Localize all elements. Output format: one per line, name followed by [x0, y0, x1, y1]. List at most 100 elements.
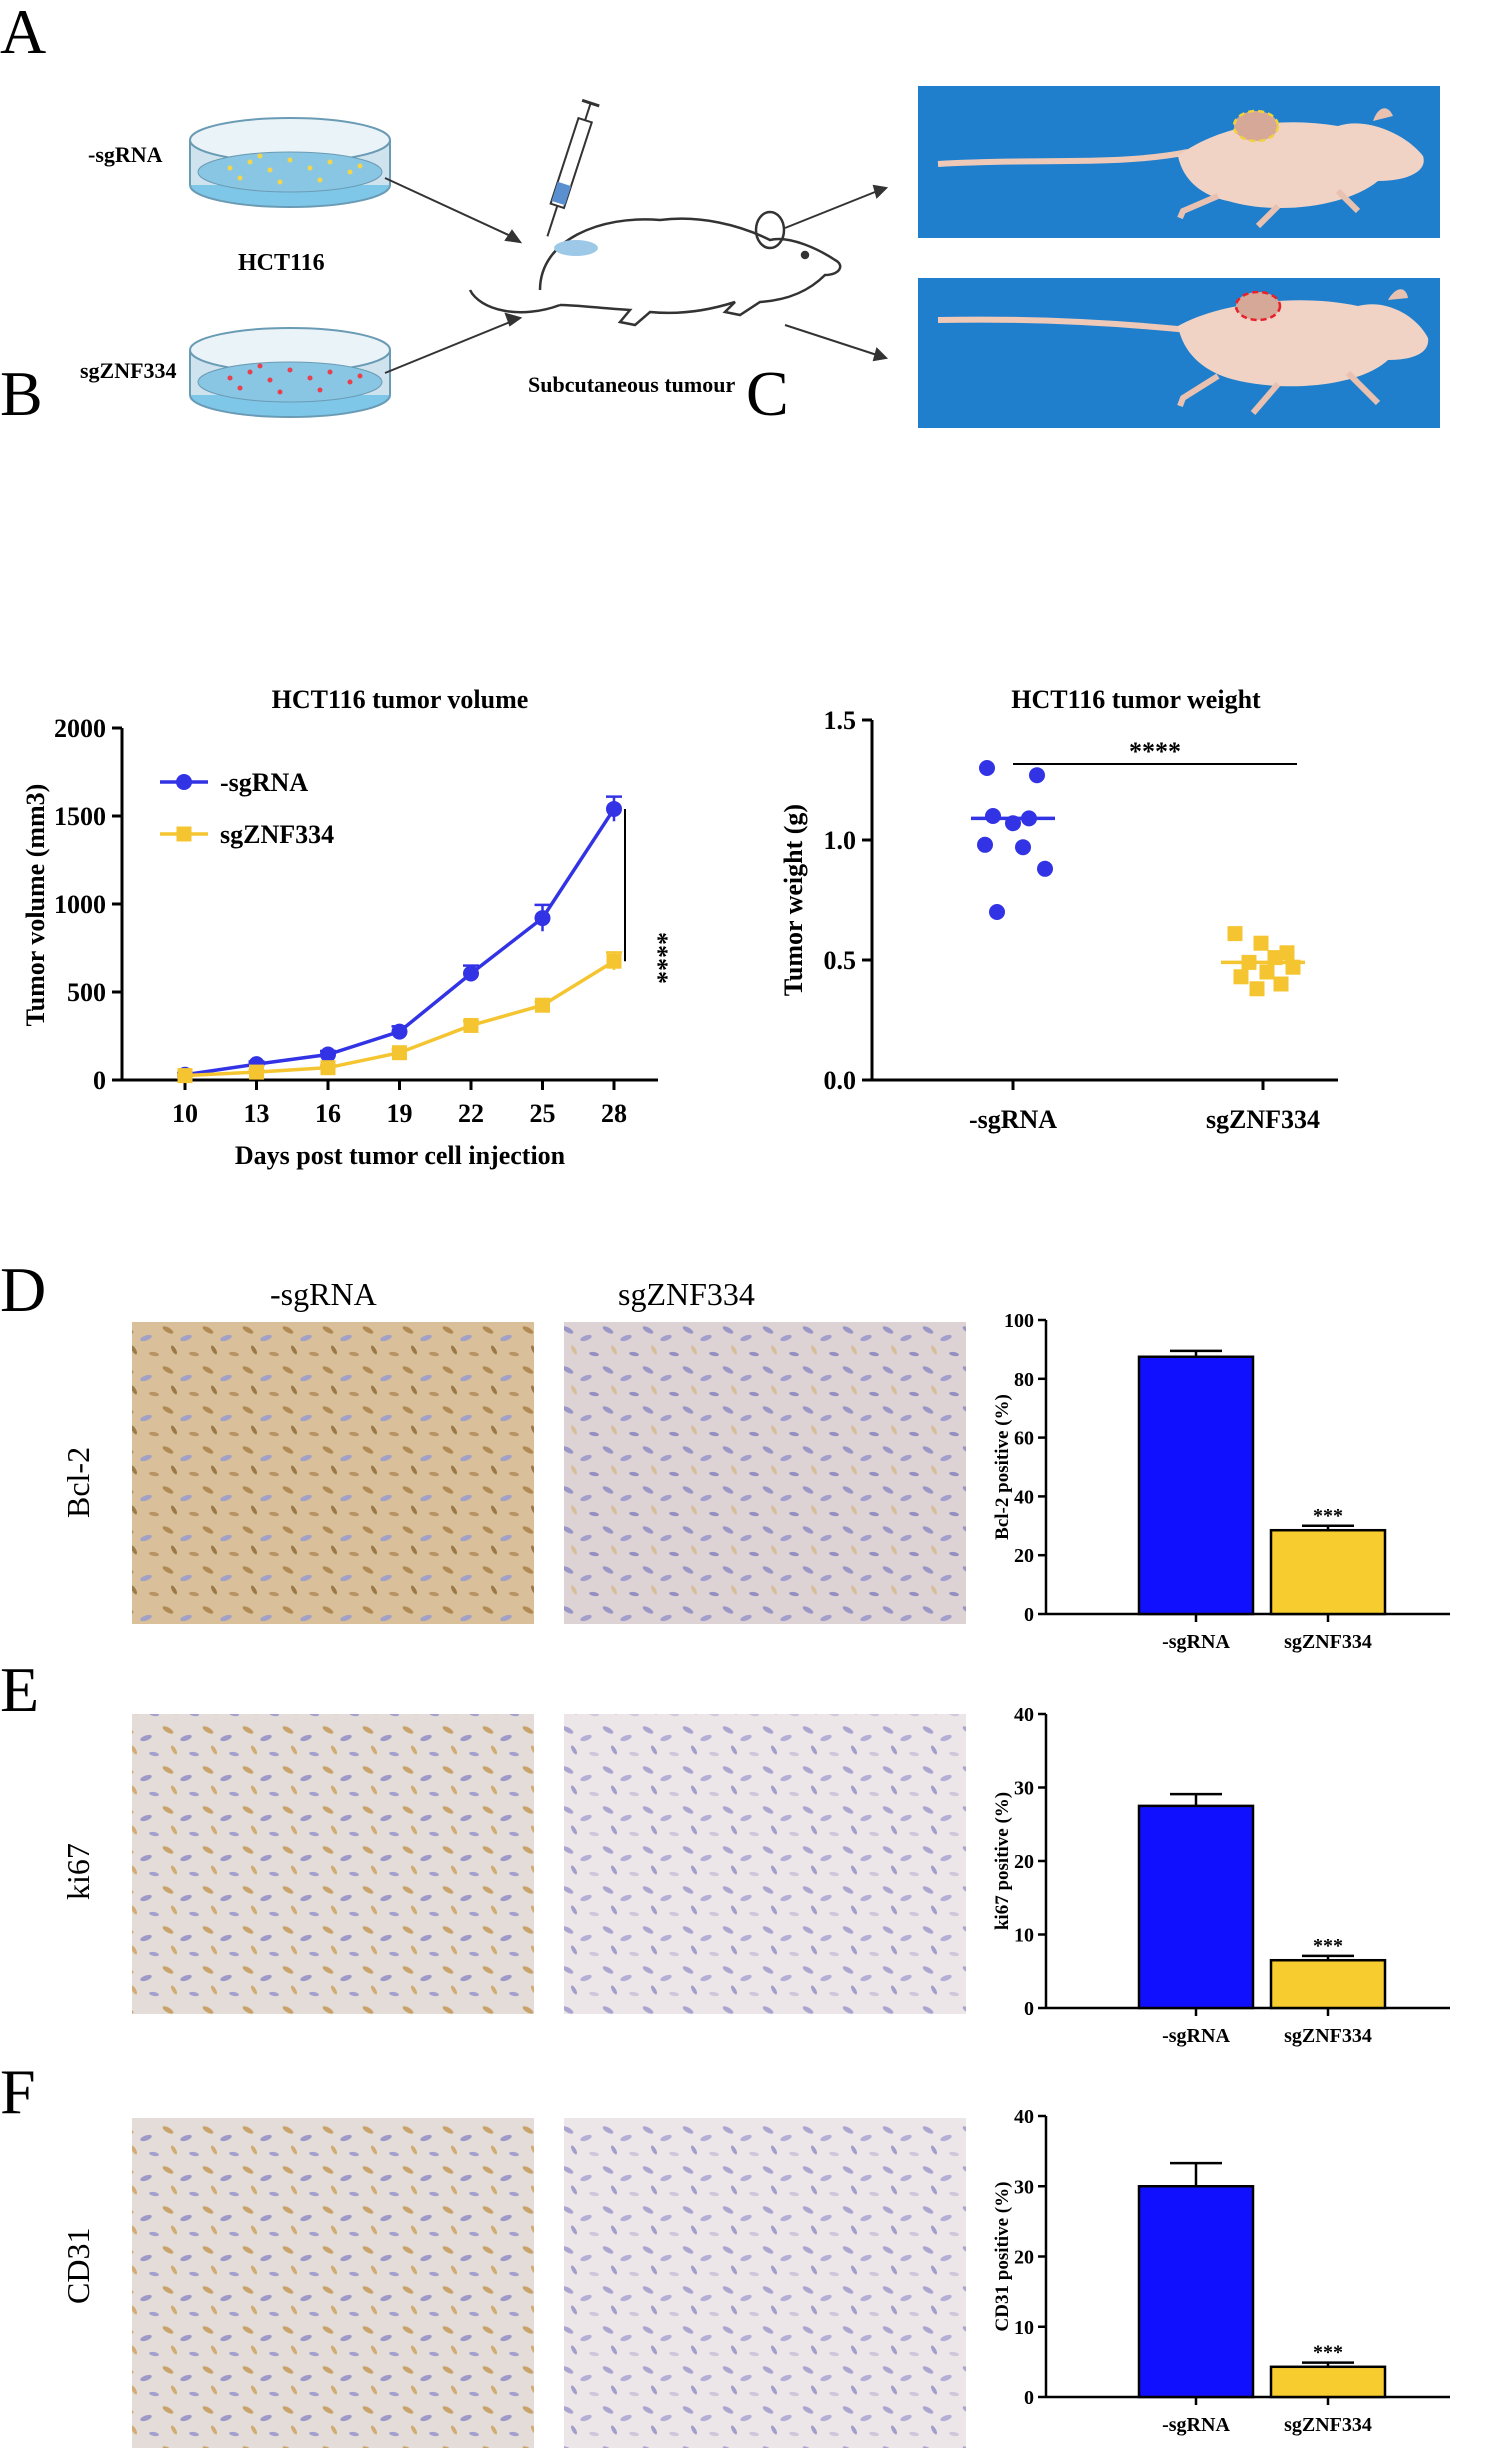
chart-c-significance: ****: [1129, 737, 1181, 766]
chart-b-point: [463, 965, 479, 982]
charte-y-label: ki67 positive (%): [992, 1792, 1013, 1930]
panel-letter-e: E: [0, 1654, 40, 1725]
chart-b-point: [177, 1068, 193, 1084]
chart-b-y-label: Tumor volume (mm3): [21, 784, 50, 1027]
chart-b-point: [320, 1060, 336, 1076]
chart-c-y-tick-label: 0.0: [824, 1066, 857, 1095]
chart-b-x-tick-label: 28: [601, 1099, 627, 1128]
chartf-y-label: CD31 positive (%): [992, 2182, 1013, 2332]
chart-b-point: [534, 910, 551, 927]
chartd-y-tick-label: 40: [1014, 1486, 1034, 1508]
dish-label-knockdown: sgZNF334: [80, 358, 177, 383]
panel-letter-b: B: [0, 358, 43, 429]
chart-c-point: [1253, 935, 1269, 951]
chart-c-point: [985, 808, 1001, 824]
chart-f-cd31: 0 10 20 30 40 CD31 positive (%) -sgRNA sgZNF334…: [992, 2106, 1450, 2436]
chartf-y-tick-label: 10: [1014, 2317, 1034, 2339]
chart-b-x-tick-label: 16: [315, 1099, 341, 1128]
chartd-y-tick-label: 100: [1004, 1310, 1034, 1332]
chart-c-point: [977, 836, 993, 853]
chart-b-y-tick-label: 0: [93, 1066, 106, 1095]
micrograph-cd31-knockdown: [564, 2118, 966, 2448]
micrograph-ki67-knockdown: [564, 1714, 966, 2014]
chartd-y-tick-label: 20: [1014, 1545, 1034, 1567]
chart-b-point: [535, 997, 550, 1013]
micrograph-bcl2-knockdown: [564, 1322, 966, 1624]
chart-e-ki67: 0 10 20 30 40 ki67 positive (%) -sgRNA sgZNF334…: [992, 1704, 1450, 2047]
chart-c-point: [1029, 767, 1045, 784]
chartf-bar: [1137, 2185, 1255, 2399]
cell-line-label: HCT116: [238, 250, 325, 276]
chartf-y-tick-label: 30: [1014, 2176, 1034, 2198]
column-header-control: -sgRNA: [270, 1276, 377, 1312]
chart-b-y-tick-label: 2000: [54, 714, 106, 743]
chart-b-y-tick-label: 1000: [54, 890, 106, 919]
chart-b-point: [606, 953, 622, 969]
chart-c-point: [1273, 976, 1289, 992]
charte-y-tick-label: 0: [1024, 1998, 1034, 2020]
chart-c-point: [1249, 981, 1265, 997]
syringe-illustration: [546, 98, 600, 237]
chartf-x-tick-label: sgZNF334: [1284, 2414, 1372, 2436]
chartd-bar: [1137, 1355, 1255, 1616]
chart-b-x-tick-label: 19: [387, 1099, 413, 1128]
arrows-to-mouse: [384, 177, 523, 374]
chart-d-bcl2: 0 20 40 60 80 100 Bcl-2 positive (%) -sgRNA sgZN…: [992, 1310, 1450, 1653]
chart-c-x-tick-label: -sgRNA: [969, 1105, 1057, 1134]
chart-b-x-tick-label: 13: [244, 1099, 270, 1128]
panel-letter-d: D: [0, 1254, 47, 1325]
chart-b-legend-label: -sgRNA: [220, 768, 308, 797]
chart-c-point: [979, 760, 995, 776]
chartd-y-tick-label: 80: [1014, 1369, 1034, 1391]
panel-letter-f: F: [0, 2056, 36, 2127]
chartd-x-tick-label: sgZNF334: [1284, 1631, 1372, 1653]
micrograph-bcl2-control: [132, 1322, 534, 1624]
row-label-ki67: ki67: [60, 1843, 96, 1900]
chart-c-y-tick-label: 0.5: [824, 946, 857, 975]
chartd-significance: ***: [1313, 1505, 1343, 1527]
chartf-y-tick-label: 40: [1014, 2106, 1034, 2128]
chartf-x-tick-label: -sgRNA: [1162, 2414, 1230, 2436]
chartf-bar: [1269, 2365, 1387, 2399]
chart-b-x-tick-label: 25: [530, 1099, 556, 1128]
chart-c-title: HCT116 tumor weight: [1011, 685, 1261, 714]
chart-c-point: [1259, 964, 1275, 980]
mouse-illustration: [468, 210, 842, 327]
charte-y-tick-label: 40: [1014, 1704, 1034, 1726]
charte-y-tick-label: 30: [1014, 1778, 1034, 1800]
chart-c-tumor-weight: HCT116 tumor weight 0.0 0.5 1.0 1.5 -sgRNA sgZ…: [779, 685, 1338, 1134]
chart-b-point: [606, 800, 622, 817]
chart-c-point: [1015, 839, 1031, 856]
chart-c-x-tick-label: sgZNF334: [1206, 1105, 1320, 1134]
chart-c-point: [1037, 860, 1053, 877]
charte-y-tick-label: 10: [1014, 1925, 1034, 1947]
chart-b-x-tick-label: 10: [172, 1099, 198, 1128]
row-label-bcl2: Bcl-2: [60, 1446, 96, 1518]
chartd-x-tick-label: -sgRNA: [1162, 1631, 1230, 1653]
row-label-cd31: CD31: [60, 2227, 96, 2304]
chart-b-point: [249, 1064, 264, 1080]
chartf-significance: ***: [1313, 2342, 1343, 2364]
chart-c-point: [1233, 969, 1249, 985]
chartd-y-tick-label: 60: [1014, 1428, 1034, 1450]
column-header-knockdown: sgZNF334: [618, 1276, 755, 1312]
charte-bar: [1137, 1804, 1255, 2010]
micrograph-ki67-control: [132, 1714, 534, 2014]
petri-dish-knockdown: [189, 327, 391, 418]
chart-c-point: [1279, 945, 1295, 961]
chart-c-y-tick-label: 1.0: [824, 826, 857, 855]
chart-b-point: [391, 1023, 408, 1040]
chart-b-legend-marker: [176, 826, 192, 842]
charte-bar: [1269, 1958, 1387, 2010]
panel-letter-c: C: [746, 358, 789, 429]
chart-b-point: [392, 1045, 407, 1061]
chartd-y-tick-label: 0: [1024, 1604, 1034, 1626]
charte-y-tick-label: 20: [1014, 1851, 1034, 1873]
chart-b-legend-label: sgZNF334: [220, 820, 334, 849]
chart-b-y-tick-label: 1500: [54, 802, 106, 831]
schematic-caption: Subcutaneous tumour: [528, 372, 736, 397]
dish-label-control: -sgRNA: [88, 142, 163, 167]
chart-b-title: HCT116 tumor volume: [272, 685, 529, 714]
panel-a-schematic: [189, 98, 889, 418]
chart-b-point: [320, 1046, 336, 1063]
